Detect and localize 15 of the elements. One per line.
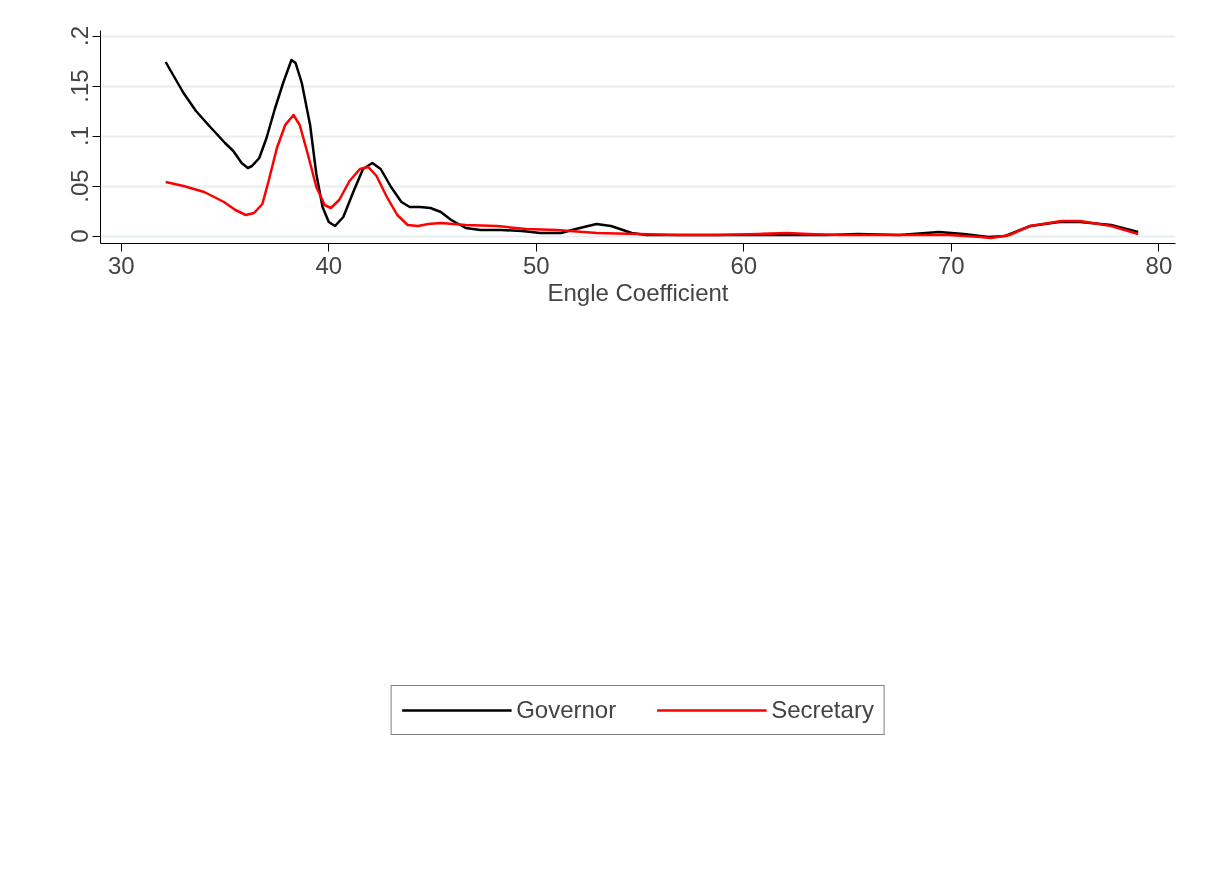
x-tick-label: 40: [315, 251, 343, 279]
x-tick-label: 60: [730, 251, 758, 279]
y-tick-label: .15: [65, 69, 93, 103]
y-tick-label: .2: [65, 25, 93, 47]
legend-label: Governor: [516, 695, 617, 724]
x-tick-label: 30: [107, 251, 135, 279]
x-tick-label: 80: [1145, 251, 1173, 279]
y-tick-label: .05: [65, 169, 93, 203]
y-tick-label: .1: [65, 125, 93, 147]
x-tick-label: 50: [522, 251, 550, 279]
y-tick-label: 0: [65, 229, 93, 243]
legend-label: Secretary: [771, 695, 874, 724]
x-axis-title: Engle Coefficient: [547, 278, 729, 306]
x-tick-label: 70: [938, 251, 965, 279]
line-series: [164, 113, 1140, 240]
